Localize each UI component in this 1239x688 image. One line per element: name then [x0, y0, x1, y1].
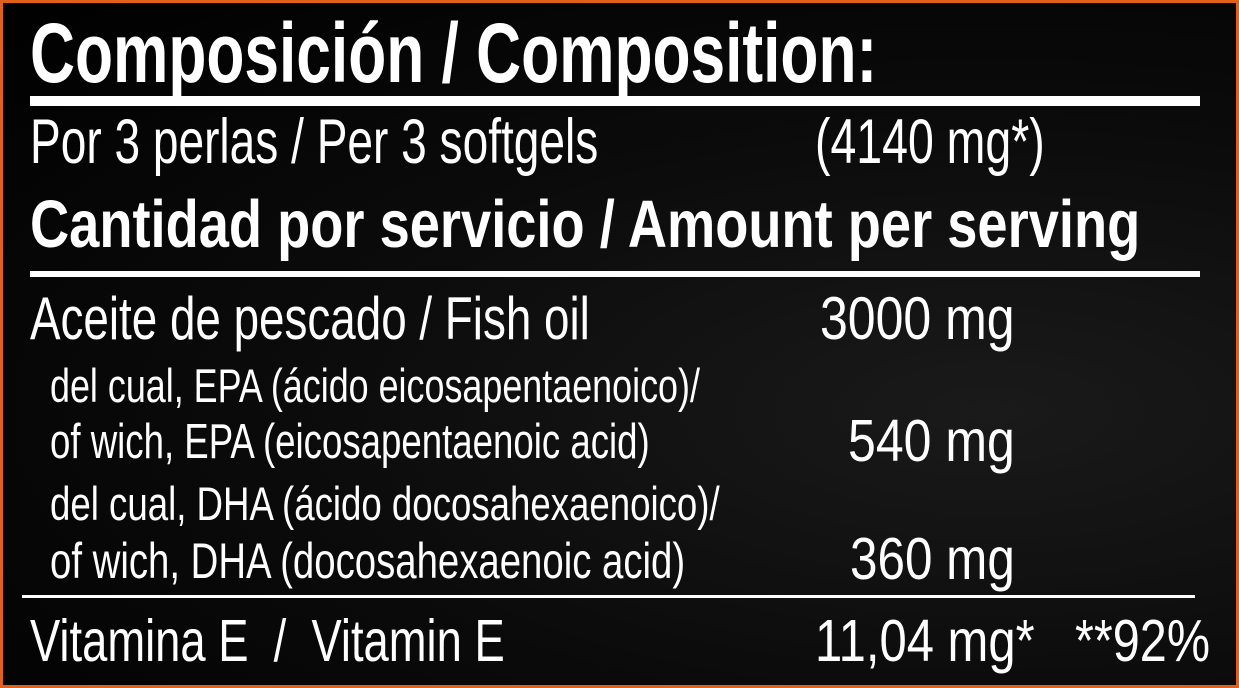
epa-value: 540 mg — [848, 408, 1015, 474]
vitamin-e-value: 11,04 mg* — [815, 608, 1035, 674]
serving-label: Por 3 perlas / Per 3 softgels — [30, 107, 599, 177]
serving-weight: (4140 mg*) — [815, 107, 1045, 177]
fish-oil-value: 3000 mg — [820, 285, 1015, 352]
vitamin-e-label: Vitamina E / Vitamin E — [30, 608, 505, 674]
epa-label-en: of wich, EPA (eicosapentaenoic acid) — [50, 415, 650, 469]
divider — [30, 271, 1200, 277]
divider — [30, 96, 1200, 106]
fish-oil-label: Aceite de pescado / Fish oil — [30, 285, 590, 352]
epa-label-es: del cual, EPA (ácido eicosapentaenoico)/ — [50, 359, 700, 412]
title: Composición / Composition: — [30, 6, 878, 100]
dha-label-en: of wich, DHA (docosahexaenoic acid) — [50, 533, 686, 589]
divider — [22, 595, 1195, 598]
dha-value: 360 mg — [850, 526, 1015, 592]
vitamin-e-percent: **92% — [1075, 608, 1211, 674]
dha-label-es: del cual, DHA (ácido docosahexaenoico)/ — [50, 477, 720, 530]
subheading: Cantidad por servicio / Amount per servi… — [30, 187, 1141, 262]
